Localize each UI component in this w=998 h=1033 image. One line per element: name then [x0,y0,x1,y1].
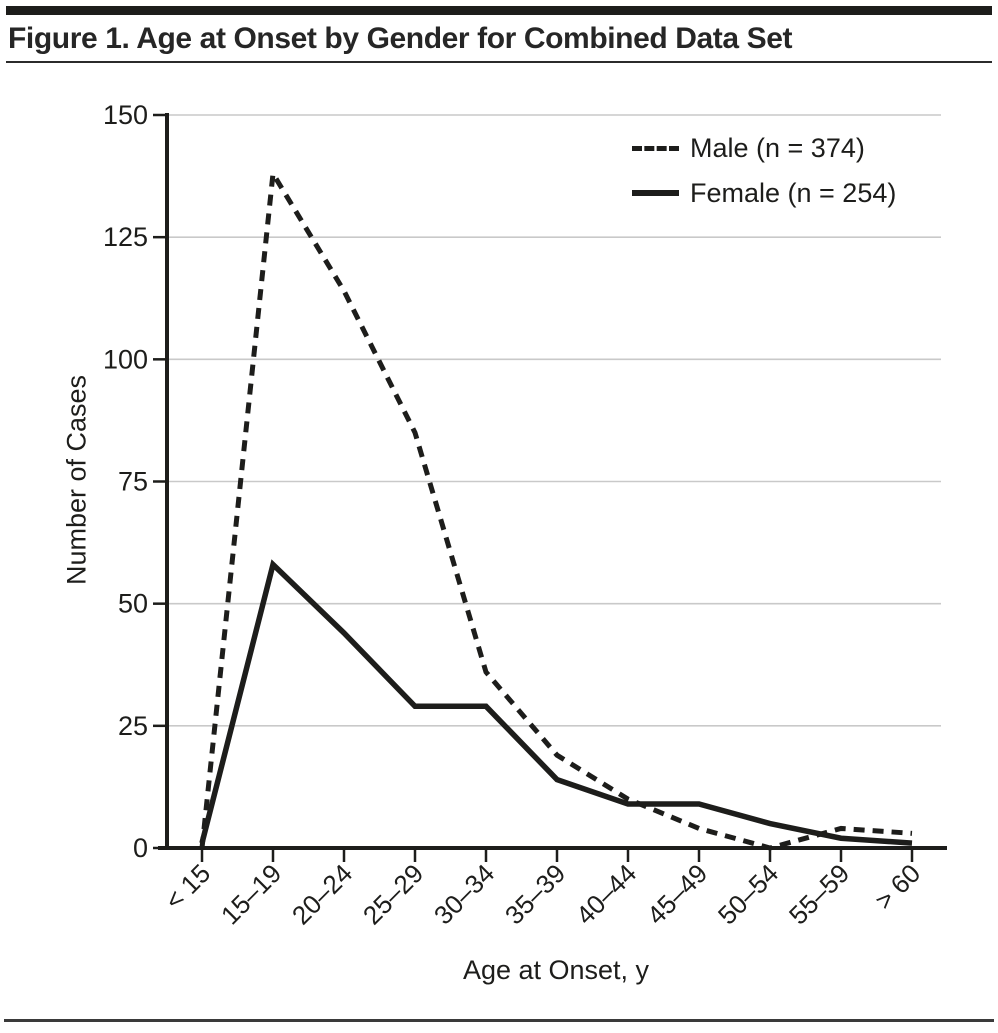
x-tick-label: 45–49 [641,858,713,930]
figure-title: Figure 1. Age at Onset by Gender for Com… [8,22,793,55]
y-tick-label: 100 [103,344,148,374]
female-series-line [199,559,913,846]
y-tick-label: 25 [118,711,148,741]
x-tick-label: 55–59 [783,858,855,930]
title-divider [6,61,992,63]
legend-item-male: Male (n = 374) [632,131,896,165]
y-tick-label: 0 [133,833,148,863]
y-tick-label: 50 [118,589,148,619]
x-tick-label: 25–29 [357,858,429,930]
header-top-bar [6,6,992,15]
x-tick-label: 30–34 [428,858,500,930]
x-tick-label: 35–39 [499,858,571,930]
legend-label-female: Female (n = 254) [690,177,897,208]
x-tick-label: 20–24 [286,858,358,930]
y-tick-label: 150 [103,100,148,130]
bottom-divider [4,1019,994,1022]
male-dashed-line-swatch [632,145,679,151]
x-axis-title: Age at Onset, y [462,955,650,985]
x-tick-label: 15–19 [215,858,287,930]
x-tick-label: 50–54 [712,858,784,930]
x-tick-label: < 15 [159,858,217,916]
male-series-line [199,165,913,851]
chart-legend: Male (n = 374) Female (n = 254) [632,131,896,210]
legend-item-female: Female (n = 254) [632,176,896,210]
legend-label-male: Male (n = 374) [690,132,865,163]
x-tick-label: 40–44 [570,858,642,930]
y-axis-title: Number of Cases [61,374,92,586]
y-tick-label: 75 [118,467,148,497]
x-tick-label: > 60 [869,858,927,916]
y-tick-label: 125 [103,222,148,252]
line-chart: 0 25 50 75 100 125 150 < 1515–1920–2425–2930–34… [103,100,947,930]
female-solid-line-swatch [632,190,679,196]
